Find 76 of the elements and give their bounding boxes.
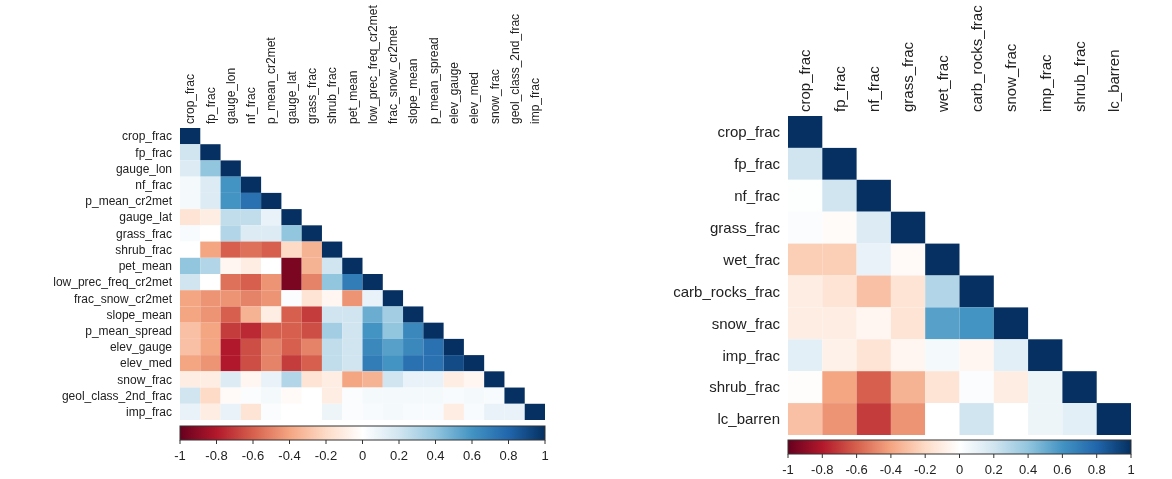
y-tick-label: crop_frac bbox=[717, 123, 781, 141]
y-tick-label: fp_frac bbox=[734, 155, 781, 173]
color-bar-label: -0.2 bbox=[914, 462, 937, 477]
x-tick-label: wet_frac bbox=[933, 54, 951, 113]
color-bar-label: -0.6 bbox=[845, 462, 868, 477]
x-tick-label: grass_frac bbox=[305, 67, 320, 124]
y-tick-label: wet_frac bbox=[722, 250, 781, 268]
x-tick-label: shrub_frac bbox=[325, 67, 340, 124]
x-tick-label: gauge_lat bbox=[284, 70, 299, 124]
y-tick-label: slope_mean bbox=[106, 307, 172, 322]
x-tick-label: geol_class_2nd_frac bbox=[507, 13, 522, 124]
x-tick-label: fp_frac bbox=[203, 87, 218, 124]
x-tick-label: p_mean_cr2met bbox=[264, 36, 279, 124]
y-tick-label: imp_frac bbox=[125, 405, 172, 420]
x-tick-label: p_mean_spread bbox=[426, 37, 441, 124]
x-tick-label: elev_med bbox=[467, 71, 482, 124]
color-bar-label: 0.6 bbox=[1053, 462, 1072, 477]
x-tick-label: shrub_frac bbox=[1070, 40, 1088, 112]
color-bar-label: -0.6 bbox=[241, 448, 265, 463]
y-tick-label: snow_frac bbox=[711, 314, 781, 332]
x-tick-label: elev_gauge bbox=[446, 61, 461, 124]
y-tick-label: frac_snow_cr2met bbox=[73, 291, 173, 306]
y-tick-label: grass_frac bbox=[115, 226, 172, 241]
y-tick-label: nf_frac bbox=[734, 187, 781, 205]
color-bar-label: 1 bbox=[541, 448, 549, 463]
color-bar-label: 0.2 bbox=[389, 448, 409, 463]
x-tick-label: nf_frac bbox=[244, 87, 259, 124]
color-bar-label: 0.2 bbox=[984, 462, 1003, 477]
y-tick-label: p_mean_cr2met bbox=[85, 194, 173, 209]
x-tick-label: nf_frac bbox=[865, 65, 882, 112]
x-tick-label: slope_mean bbox=[406, 58, 421, 124]
color-bar-label: -0.2 bbox=[314, 448, 338, 463]
y-tick-label: pet_mean bbox=[118, 259, 172, 274]
x-tick-label: snow_frac bbox=[1002, 43, 1020, 112]
y-tick-label: carb_rocks_frac bbox=[673, 282, 781, 300]
color-bar-label: -0.8 bbox=[811, 462, 834, 477]
color-bar-label: -0.8 bbox=[205, 448, 228, 463]
y-tick-label: p_mean_spread bbox=[85, 324, 172, 339]
color-bar-label: -1 bbox=[174, 448, 186, 463]
color-bar-label: -0.4 bbox=[278, 448, 301, 463]
color-bar-label: 0 bbox=[358, 448, 367, 463]
y-tick-label: fp_frac bbox=[135, 145, 172, 160]
color-bar-label: 0.8 bbox=[1087, 462, 1106, 477]
x-tick-label: gauge_lon bbox=[223, 67, 238, 124]
x-tick-label: frac_snow_cr2met bbox=[386, 25, 401, 124]
color-bar-label: -1 bbox=[782, 462, 794, 477]
y-tick-label: gauge_lon bbox=[115, 161, 172, 176]
x-tick-label: fp_frac bbox=[830, 65, 848, 112]
x-tick-label: low_prec_freq_cr2met bbox=[365, 4, 380, 124]
color-bar-label: 0.8 bbox=[499, 448, 518, 463]
y-tick-label: geol_class_2nd_frac bbox=[61, 388, 172, 403]
x-tick-label: pet_mean bbox=[345, 70, 360, 124]
y-tick-label: shrub_frac bbox=[709, 378, 781, 396]
y-tick-label: crop_frac bbox=[121, 129, 172, 144]
x-tick-label: carb_rocks_frac bbox=[967, 4, 985, 112]
y-tick-label: gauge_lat bbox=[119, 210, 173, 225]
y-tick-label: grass_frac bbox=[709, 218, 781, 236]
x-tick-label: grass_frac bbox=[899, 41, 917, 112]
color-bar-label: -0.4 bbox=[879, 462, 903, 477]
color-bar-label: 1 bbox=[1127, 462, 1135, 477]
y-tick-label: snow_frac bbox=[117, 372, 172, 387]
color-bar-label: 0.4 bbox=[426, 448, 445, 463]
y-tick-label: lc_barren bbox=[717, 410, 780, 428]
y-tick-label: elev_med bbox=[119, 356, 172, 371]
y-tick-label: low_prec_freq_cr2met bbox=[53, 275, 173, 290]
y-tick-label: shrub_frac bbox=[115, 242, 172, 257]
y-tick-label: nf_frac bbox=[135, 178, 172, 193]
x-tick-label: lc_barren bbox=[1105, 49, 1123, 112]
x-tick-label: imp_frac bbox=[528, 77, 543, 124]
color-bar-label: 0.6 bbox=[462, 448, 482, 463]
y-tick-label: imp_frac bbox=[722, 346, 781, 364]
x-tick-label: imp_frac bbox=[1036, 53, 1054, 112]
color-bar-label: 0.4 bbox=[1019, 462, 1038, 477]
color-bar-label: 0 bbox=[955, 462, 964, 477]
y-tick-label: elev_gauge bbox=[109, 340, 173, 355]
x-tick-label: snow_frac bbox=[487, 69, 502, 124]
